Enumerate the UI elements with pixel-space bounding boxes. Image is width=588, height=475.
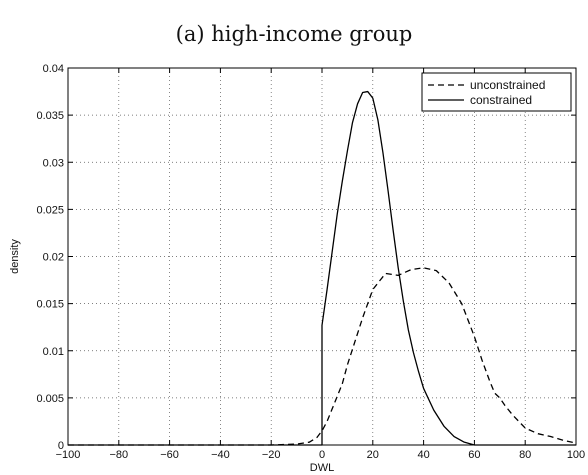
y-tick-label: 0.015 bbox=[36, 299, 64, 311]
series-line-constrained bbox=[68, 90, 576, 446]
x-tick-label: 20 bbox=[367, 449, 379, 461]
y-tick-label: 0.025 bbox=[36, 204, 64, 216]
y-tick-label: 0.01 bbox=[43, 346, 64, 358]
legend-box bbox=[421, 72, 572, 112]
series-lines bbox=[68, 90, 577, 446]
x-tick-label: −60 bbox=[160, 449, 179, 461]
x-tick-label: 40 bbox=[417, 449, 429, 461]
axis-ticks: −100 −80 −60 −40 −20 0 20 40 60 80 100 0 0.005 0.01 0.… bbox=[36, 63, 585, 461]
y-tick-label: 0.03 bbox=[43, 157, 64, 169]
y-tick-label: 0.02 bbox=[43, 252, 64, 264]
x-axis-label: DWL bbox=[310, 462, 334, 474]
x-tick-label: 80 bbox=[519, 449, 531, 461]
grid-lines bbox=[68, 68, 576, 445]
y-tick-label: 0.035 bbox=[36, 110, 64, 122]
y-tick-label: 0.005 bbox=[36, 393, 64, 405]
legend: unconstrained constrained bbox=[421, 72, 572, 112]
y-axis-label: density bbox=[9, 239, 21, 274]
x-tick-label: −100 bbox=[56, 449, 81, 461]
legend-label-unconstrained: unconstrained bbox=[470, 78, 545, 92]
legend-label-constrained: constrained bbox=[470, 93, 532, 107]
chart-title: (a) high-income group bbox=[175, 22, 413, 46]
x-tick-label: −20 bbox=[262, 449, 281, 461]
y-tick-label: 0 bbox=[58, 440, 64, 452]
series-line-unconstrained bbox=[68, 267, 577, 446]
y-tick-label: 0.04 bbox=[43, 63, 64, 75]
x-tick-label: 0 bbox=[319, 449, 325, 461]
x-tick-label: −80 bbox=[109, 449, 128, 461]
x-tick-label: −40 bbox=[211, 449, 230, 461]
x-tick-label: 100 bbox=[567, 449, 585, 461]
x-tick-label: 60 bbox=[468, 449, 480, 461]
